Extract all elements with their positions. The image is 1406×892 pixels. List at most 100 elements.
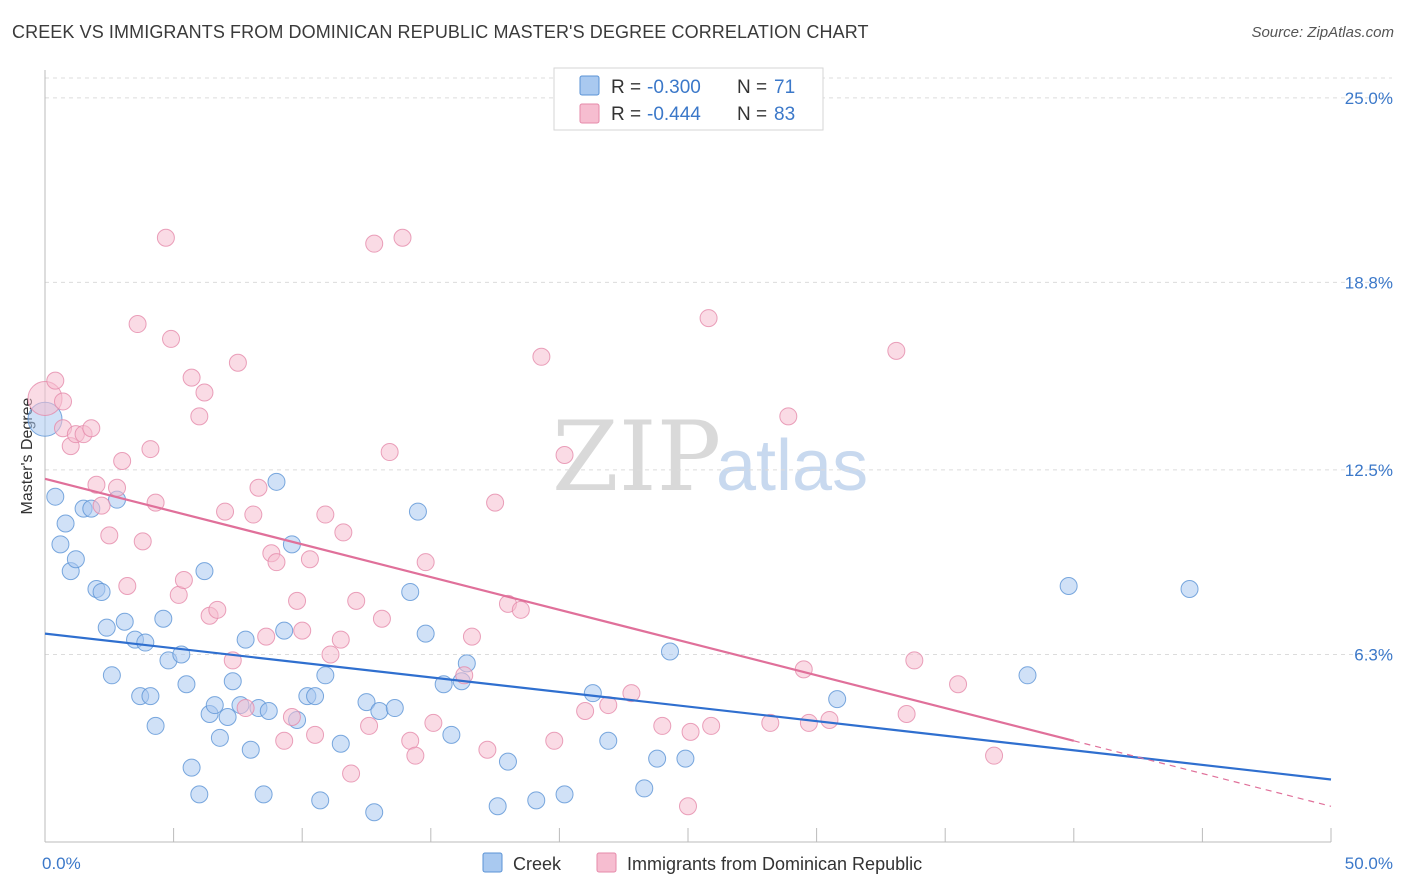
dominican-point [653, 716, 672, 735]
creek-point [267, 472, 286, 491]
legend-r-value-creek: -0.300 [647, 77, 701, 98]
y-tick-labels: 25.0% 18.8% 12.5% 6.3% [1345, 89, 1393, 665]
dominican-point [702, 716, 721, 735]
dominican-point [761, 713, 780, 732]
source-label: Source: ZipAtlas.com [1251, 24, 1394, 41]
creek-point [146, 716, 165, 735]
dominican-point [699, 309, 718, 328]
trend-lines [44, 477, 1332, 807]
creek-point [51, 535, 70, 554]
legend-n-label-dominican: N = [737, 104, 767, 125]
dominican-point [46, 371, 65, 390]
dominican-point [113, 451, 132, 470]
creek-point [1180, 579, 1199, 598]
dominican-trend-line [44, 477, 1075, 742]
dominican-point [108, 478, 127, 497]
creek-point [635, 779, 654, 798]
creek-point [660, 642, 679, 661]
bottom-legend-label-dominican: Immigrants from Dominican Republic [627, 854, 922, 874]
legend-n-value-dominican: 83 [774, 104, 795, 125]
dominican-point [545, 731, 564, 750]
dominican-point [244, 505, 263, 524]
dominican-point [236, 699, 255, 718]
dominican-point [267, 553, 286, 572]
creek-point [311, 791, 330, 810]
dominican-point [820, 710, 839, 729]
dominican-point [195, 383, 214, 402]
dominican-point [887, 341, 906, 360]
dominican-point [424, 713, 443, 732]
dominican-point [897, 705, 916, 723]
creek-point [190, 785, 209, 804]
data-points [27, 228, 1199, 822]
legend-n-label-creek: N = [737, 77, 767, 98]
creek-point [56, 514, 75, 533]
dominican-point [622, 684, 641, 703]
dominican-point [316, 505, 335, 524]
creek-point [1059, 577, 1078, 595]
creek-point [331, 734, 350, 753]
dominican-point [372, 609, 391, 628]
creek-point [357, 693, 376, 712]
creek-trend-line [44, 632, 1332, 781]
chart-title: CREEK VS IMMIGRANTS FROM DOMINICAN REPUB… [12, 22, 869, 42]
x-tick-label-min: 0.0% [42, 854, 81, 873]
dominican-trend-extension [1073, 740, 1332, 807]
creek-point [241, 740, 260, 759]
legend-r-value-dominican: -0.444 [647, 104, 701, 125]
creek-point [385, 699, 404, 718]
creek-point [92, 582, 111, 601]
creek-point [408, 502, 427, 521]
creek-point [141, 687, 160, 706]
creek-point [205, 696, 224, 715]
dominican-point [555, 446, 574, 465]
dominican-point [208, 600, 227, 619]
dominican-point [162, 329, 181, 348]
creek-point [555, 785, 574, 804]
dominican-point [779, 407, 798, 426]
creek-point [102, 666, 121, 685]
dominican-point [100, 526, 119, 545]
dominican-point [216, 502, 235, 521]
creek-point [676, 749, 695, 768]
dominican-point [360, 716, 379, 735]
bottom-legend-label-creek: Creek [513, 854, 562, 874]
creek-point [223, 672, 242, 691]
dominican-point [347, 591, 366, 610]
creek-point [527, 791, 546, 810]
creek-point [182, 758, 201, 777]
creek-point [177, 675, 196, 694]
creek-point [46, 487, 65, 506]
dominican-point [190, 407, 209, 426]
dominican-point [985, 746, 1004, 765]
dominican-point [174, 571, 193, 590]
dominican-point [679, 797, 697, 816]
creek-point [306, 687, 325, 706]
dominican-point [182, 368, 201, 387]
creek-point [218, 707, 237, 726]
creek-point [599, 731, 618, 750]
x-tick-label-max: 50.0% [1345, 854, 1393, 873]
dominican-point [799, 713, 818, 732]
dominican-point [576, 702, 595, 721]
dominican-point [306, 725, 325, 744]
dominican-point [228, 353, 247, 372]
legend-n-value-creek: 71 [774, 77, 795, 98]
dominican-point [406, 746, 425, 765]
creek-point [370, 702, 389, 721]
dominican-point [416, 553, 435, 572]
dominican-point [293, 621, 312, 640]
creek-point [154, 609, 173, 628]
bottom-legend-swatch-dominican [596, 852, 617, 873]
y-tick-label: 25.0% [1345, 89, 1393, 108]
dominican-point [156, 228, 175, 247]
dominican-point [905, 651, 924, 670]
y-tick-label: 6.3% [1354, 645, 1393, 664]
watermark-atlas: atlas [716, 426, 868, 506]
dominican-point [300, 550, 319, 569]
creek-point [195, 562, 214, 581]
dominican-point [282, 707, 301, 726]
dominican-point [455, 666, 474, 685]
creek-point [648, 749, 667, 768]
